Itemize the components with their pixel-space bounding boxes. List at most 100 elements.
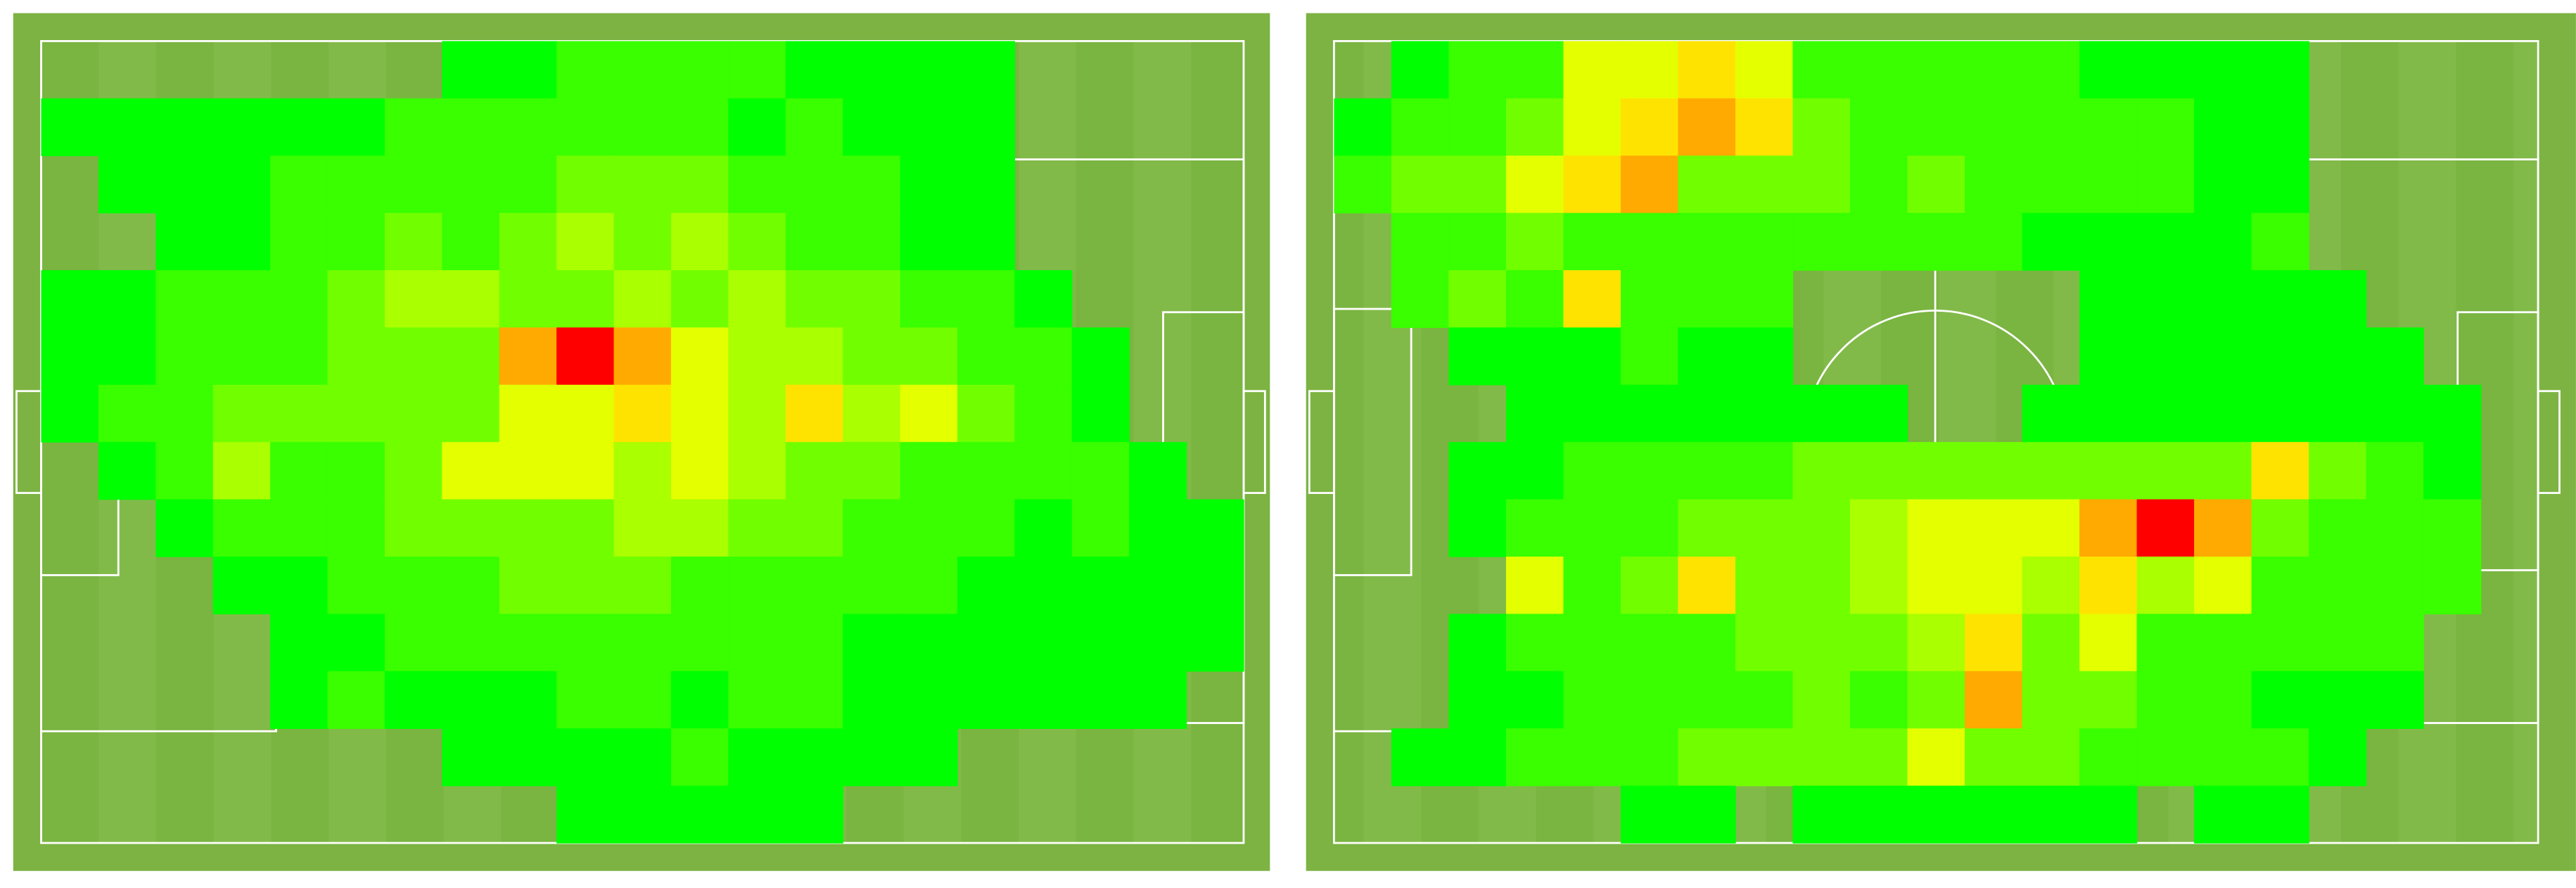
heat-cell xyxy=(2423,557,2482,615)
heat-cell xyxy=(957,442,1016,500)
heat-cell xyxy=(327,327,385,386)
heat-cell xyxy=(1391,269,1450,329)
heat-cell xyxy=(900,671,958,729)
heat-cell xyxy=(384,98,443,156)
heat-cell xyxy=(728,213,786,271)
heat-cell xyxy=(1678,728,1736,787)
heat-cell xyxy=(1735,41,1794,99)
heat-cell xyxy=(843,156,901,214)
heat-cell xyxy=(1792,557,1851,615)
heat-cell xyxy=(155,269,214,329)
heat-cell xyxy=(2079,384,2138,443)
heat-cell xyxy=(1735,269,1794,329)
heat-cell xyxy=(1620,614,1679,672)
heat-cell xyxy=(670,614,729,672)
heat-cell xyxy=(957,557,1016,615)
heat-cell xyxy=(2136,269,2195,329)
heat-cell xyxy=(2022,156,2080,214)
heat-cell xyxy=(2079,671,2138,729)
heat-cell xyxy=(270,269,329,329)
heat-cell xyxy=(442,671,500,729)
heat-cell xyxy=(1965,213,2023,271)
heat-cell xyxy=(900,269,958,329)
heat-cell xyxy=(1735,614,1794,672)
heat-cell xyxy=(2022,557,2080,615)
heat-cell xyxy=(1792,442,1851,500)
heat-cell xyxy=(1505,384,1564,443)
heat-cell xyxy=(1907,557,1965,615)
heat-cell xyxy=(1965,557,2023,615)
heat-cell xyxy=(1620,671,1679,729)
heat-cell xyxy=(670,557,729,615)
heat-cell xyxy=(384,384,443,443)
heat-cell xyxy=(1965,614,2023,672)
heat-cell xyxy=(41,384,99,443)
heat-cell xyxy=(2309,499,2367,557)
heat-cell xyxy=(900,499,958,557)
heat-cell xyxy=(1907,785,1965,844)
heat-cell xyxy=(2079,614,2138,672)
heat-cell xyxy=(2423,384,2482,443)
heat-cell xyxy=(1620,156,1679,214)
heat-cell xyxy=(1620,442,1679,500)
heat-cell xyxy=(1792,614,1851,672)
heat-cell xyxy=(327,156,385,214)
heat-cell xyxy=(327,213,385,271)
heat-cell xyxy=(1448,41,1507,99)
heat-cell xyxy=(2079,785,2138,844)
heat-cell xyxy=(1620,557,1679,615)
heat-cell xyxy=(2194,384,2252,443)
heat-cell xyxy=(1907,499,1965,557)
heat-cell xyxy=(155,98,214,156)
heat-cell xyxy=(1563,499,1621,557)
heat-cell xyxy=(327,269,385,329)
heat-cell xyxy=(2136,327,2195,386)
heat-cell xyxy=(900,557,958,615)
heat-cell xyxy=(670,327,729,386)
heat-cell xyxy=(1792,98,1851,156)
heat-cell xyxy=(2136,41,2195,99)
heat-cell xyxy=(2251,557,2309,615)
heat-cell xyxy=(670,98,729,156)
heat-cell xyxy=(1129,499,1187,557)
heat-cell xyxy=(1678,557,1736,615)
heat-cell xyxy=(1792,41,1851,99)
heat-cell xyxy=(785,442,843,500)
heat-cell xyxy=(2194,671,2252,729)
heat-cell xyxy=(556,557,615,615)
heat-cell xyxy=(900,614,958,672)
heat-cell xyxy=(2251,156,2309,214)
heat-cell xyxy=(1678,156,1736,214)
heat-cell xyxy=(1850,614,1908,672)
heat-cell xyxy=(843,557,901,615)
heat-cell xyxy=(2309,327,2367,386)
heat-cell xyxy=(1563,327,1621,386)
heat-cell xyxy=(1014,327,1073,386)
heat-cell xyxy=(785,785,843,844)
heat-cell xyxy=(613,327,672,386)
heat-cell xyxy=(212,327,271,386)
heat-cell xyxy=(270,499,329,557)
heat-cell xyxy=(843,728,901,787)
heat-cell xyxy=(1505,557,1564,615)
heat-cell xyxy=(98,442,157,500)
heat-cell xyxy=(785,41,843,99)
heat-cell xyxy=(2022,614,2080,672)
heat-cell xyxy=(1678,499,1736,557)
heat-cell xyxy=(2079,269,2138,329)
heat-cell xyxy=(499,327,557,386)
heat-cell xyxy=(1505,156,1564,214)
heat-cell xyxy=(1563,557,1621,615)
heat-cell xyxy=(1620,41,1679,99)
heat-cell xyxy=(785,384,843,443)
heat-cell xyxy=(384,499,443,557)
heat-cell xyxy=(957,269,1016,329)
heat-cell xyxy=(843,98,901,156)
heat-cell xyxy=(2309,728,2367,787)
heat-cell xyxy=(556,728,615,787)
heat-cell xyxy=(785,98,843,156)
heat-cell xyxy=(1850,98,1908,156)
heat-cell xyxy=(670,41,729,99)
